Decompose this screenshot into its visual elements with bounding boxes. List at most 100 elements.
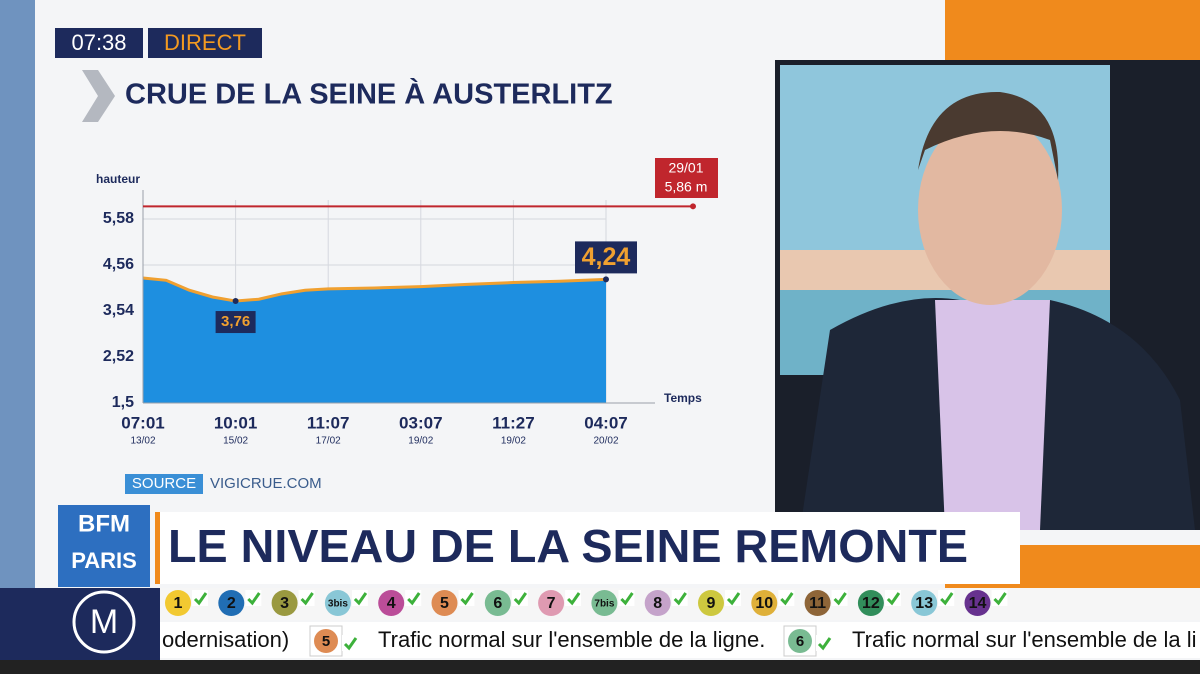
metro-line-label: 4 [387, 595, 396, 612]
orange-top [945, 0, 1200, 60]
metro-line-label: 3 [280, 595, 289, 612]
metro-line-label: 11 [809, 595, 826, 612]
x-tick-label: 10:01 [214, 413, 257, 432]
check [833, 592, 847, 606]
metro-line-label: 7 [547, 595, 556, 612]
ticker-badge [788, 629, 812, 653]
annotation-dot [603, 276, 609, 283]
metro-logo: M [90, 603, 118, 641]
metro-line-badge [911, 590, 938, 616]
headline-accent [155, 512, 160, 584]
check [460, 592, 474, 606]
x-tick-label: 03:07 [399, 413, 442, 432]
check [193, 592, 208, 606]
bottom-band [0, 660, 1200, 674]
check [726, 592, 741, 606]
metro-line-badge [218, 590, 245, 616]
metro-line-badge [324, 590, 351, 616]
metro-line-label: 14 [969, 595, 987, 612]
metro-line-badge [857, 590, 884, 616]
headline: LE NIVEAU DE LA SEINE REMONTE [168, 520, 968, 572]
metro-line-label: 1 [174, 595, 183, 612]
y-tick-label: 2,52 [103, 348, 134, 365]
x-tick-label: 04:07 [584, 413, 627, 432]
x-tick-label: 07:01 [121, 413, 164, 432]
logo-box [58, 505, 150, 587]
metro-line-label: 8 [653, 595, 662, 612]
ticker-line: 6 [796, 633, 804, 650]
ticker-badge [314, 629, 338, 653]
annotation-box [575, 241, 637, 274]
annotation-label: 3,76 [221, 313, 250, 330]
check [513, 592, 528, 606]
y-tick-label: 5,58 [103, 210, 134, 227]
source-box [125, 474, 203, 494]
left-strip [0, 0, 35, 674]
check [353, 592, 368, 606]
x-tick-date: 19/02 [408, 436, 433, 447]
clock-box [55, 28, 143, 58]
reference-date: 29/01 [668, 160, 703, 176]
x-tick-date: 19/02 [501, 436, 526, 447]
metro-line-badge [431, 590, 458, 616]
ticker-text: Trafic normal sur l'ensemble de la li [852, 627, 1197, 652]
x-axis-label: Temps [664, 391, 702, 405]
headline-bar [160, 512, 1020, 584]
y-axis-label: hauteur [96, 172, 140, 186]
metro-line-badge [698, 590, 724, 616]
ticker-text: Trafic normal sur l'ensemble de la ligne… [378, 627, 765, 652]
ticker-line: 5 [322, 633, 330, 650]
x-tick-date: 20/02 [593, 436, 618, 447]
reference-dot [690, 203, 696, 210]
metro-line-label: 2 [227, 595, 236, 612]
annotation-dot [232, 298, 239, 305]
check [993, 592, 1007, 606]
metro-line-badge [271, 590, 298, 616]
y-tick-label: 4,56 [103, 256, 134, 273]
metro-line-badge [644, 590, 671, 616]
reference-box [655, 158, 718, 198]
annotation-box [215, 311, 256, 334]
check [247, 592, 261, 606]
x-tick-label: 11:07 [307, 413, 350, 432]
x-tick-date: 13/02 [130, 436, 155, 447]
metro-line-label: 3bis [328, 599, 348, 610]
check [817, 637, 832, 651]
chevron [82, 70, 115, 122]
x-tick-date: 17/02 [316, 436, 341, 447]
reference-label: 5,86 m [665, 179, 708, 195]
check [407, 592, 421, 606]
x-tick-date: 15/02 [223, 436, 248, 447]
metro-line-badge [484, 590, 511, 616]
check [886, 592, 901, 606]
area-line [142, 276, 607, 303]
metro-line-label: 12 [862, 595, 880, 612]
metro-line-label: 13 [915, 595, 933, 612]
metro-line-badge [751, 590, 778, 616]
ticker-logo-bg [0, 588, 160, 660]
metro-line-badge [964, 590, 991, 616]
metro-line-badge [165, 590, 191, 616]
presenter-shirt [935, 300, 1050, 530]
y-tick-label: 3,54 [103, 302, 134, 319]
x-tick-label: 11:27 [492, 413, 535, 432]
area [143, 278, 606, 403]
check [673, 592, 687, 606]
status-box [148, 28, 262, 58]
metro-line-label: 5 [440, 595, 449, 612]
metro-line-badge [591, 590, 618, 616]
metro-line-label: 10 [755, 595, 773, 612]
clock: 07:38 [71, 30, 126, 55]
metro-line-badge [538, 590, 565, 616]
metro-line-label: 7bis [594, 599, 614, 610]
chart-title: CRUE DE LA SEINE À AUSTERLITZ [125, 77, 613, 111]
metro-line-badge [804, 590, 831, 616]
check [343, 637, 358, 651]
check [300, 592, 314, 606]
metro-line-label: 6 [493, 595, 502, 612]
metro-logo-circle [72, 590, 136, 654]
annotation-label: 4,24 [582, 243, 631, 271]
presenter-hair [918, 91, 1059, 180]
check [940, 592, 954, 606]
